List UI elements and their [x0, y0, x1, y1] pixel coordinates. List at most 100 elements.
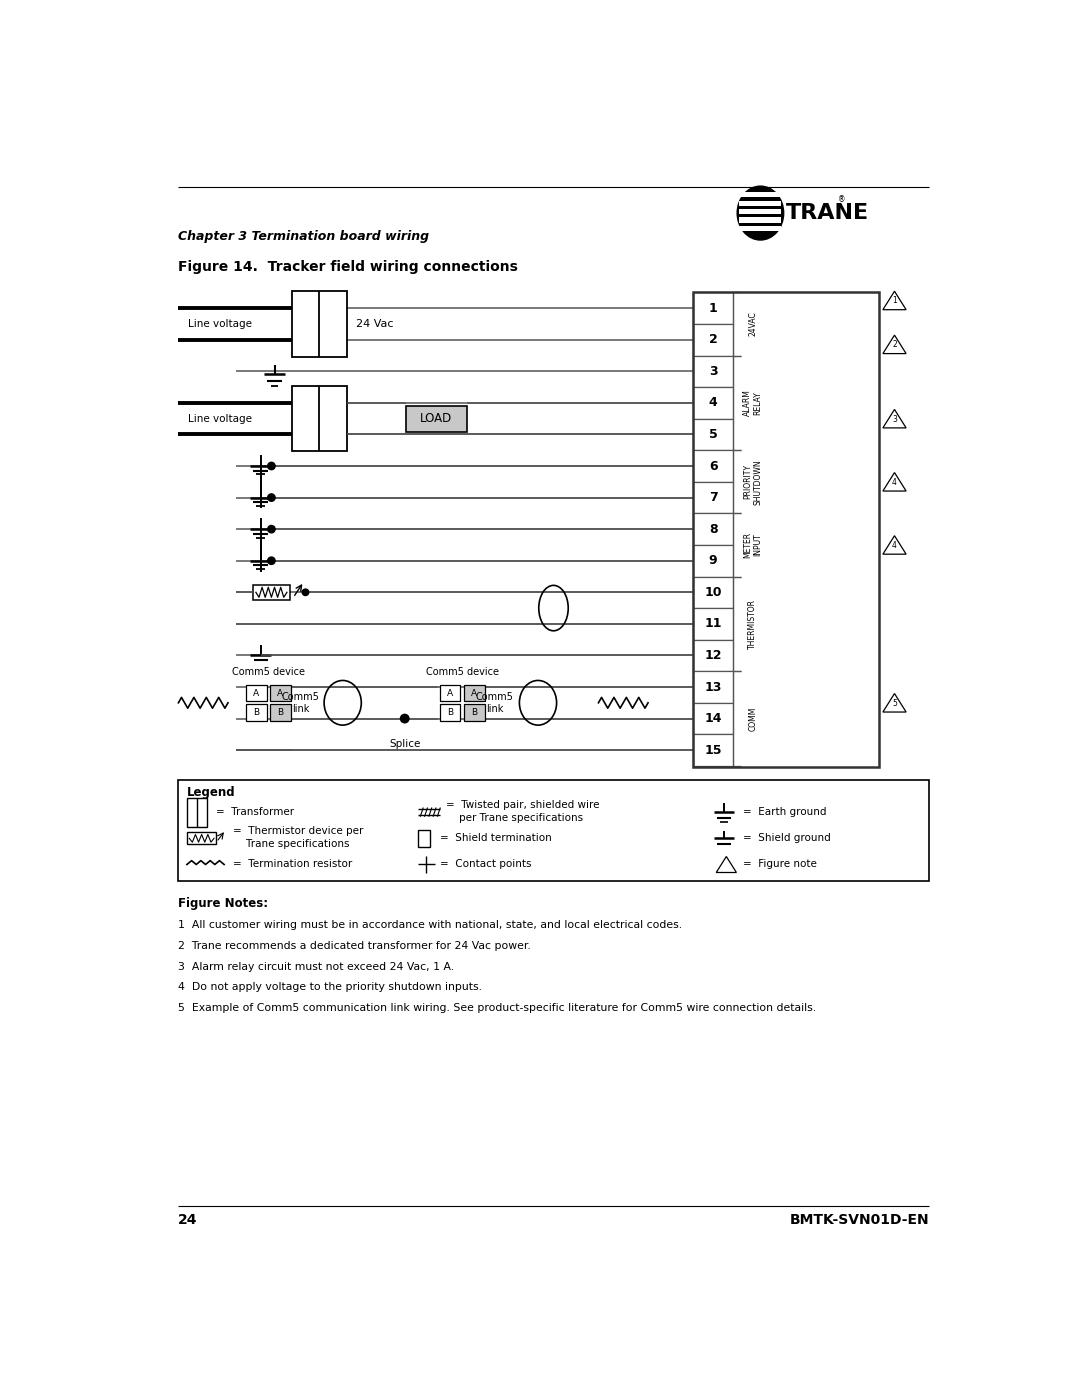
Text: 8: 8 [708, 522, 717, 535]
Bar [693, 545, 733, 577]
Text: 9: 9 [708, 555, 717, 567]
Text: 14: 14 [704, 712, 721, 725]
Polygon shape [882, 409, 906, 427]
Bar [693, 419, 733, 450]
Bar [418, 830, 430, 847]
Bar [246, 704, 267, 721]
Text: 3: 3 [708, 365, 717, 377]
Text: 2  Trane recommends a dedicated transformer for 24 Vac power.: 2 Trane recommends a dedicated transform… [177, 940, 530, 951]
Text: 4: 4 [892, 541, 896, 550]
Text: 3  Alarm relay circuit must not exceed 24 Vac, 1 A.: 3 Alarm relay circuit must not exceed 24… [177, 961, 454, 971]
Text: 5  Example of Comm5 communication link wiring. See product-specific literature f: 5 Example of Comm5 communication link wi… [177, 1003, 815, 1013]
Text: 1  All customer wiring must be in accordance with national, state, and local ele: 1 All customer wiring must be in accorda… [177, 921, 681, 930]
Bar [693, 577, 733, 608]
Polygon shape [882, 335, 906, 353]
Text: 24 Vac: 24 Vac [356, 319, 394, 328]
Bar [693, 292, 879, 767]
Text: LOAD: LOAD [420, 412, 453, 425]
Bar [177, 780, 930, 882]
Text: 2: 2 [892, 341, 896, 349]
Text: =  Transformer: = Transformer [216, 807, 295, 817]
Circle shape [401, 714, 409, 722]
Text: B: B [447, 708, 454, 717]
Text: ALARM
RELAY: ALARM RELAY [743, 390, 762, 416]
Text: Comm5
link: Comm5 link [282, 692, 320, 714]
Text: =  Twisted pair, shielded wire
    per Trane specifications: = Twisted pair, shielded wire per Trane … [446, 799, 599, 823]
Circle shape [268, 462, 275, 469]
Text: B: B [278, 708, 283, 717]
Bar [693, 671, 733, 703]
Text: =  Shield ground: = Shield ground [743, 833, 832, 844]
Bar [463, 704, 485, 721]
Bar [693, 292, 733, 324]
Bar [739, 226, 781, 231]
Circle shape [268, 557, 275, 564]
Polygon shape [882, 472, 906, 490]
Bar [693, 324, 733, 355]
Bar [693, 387, 733, 419]
Text: Comm5 device: Comm5 device [232, 668, 305, 678]
Bar [739, 218, 781, 222]
Text: =  Earth ground: = Earth ground [743, 807, 827, 817]
Bar [270, 704, 291, 721]
Bar [693, 482, 733, 513]
Text: 13: 13 [704, 680, 721, 693]
Text: 12: 12 [704, 650, 721, 662]
Text: METER
INPUT: METER INPUT [743, 532, 762, 557]
Text: Comm5 device: Comm5 device [426, 668, 499, 678]
Polygon shape [882, 291, 906, 310]
Bar [440, 704, 460, 721]
Text: Figure Notes:: Figure Notes: [177, 897, 268, 909]
Text: 5: 5 [708, 427, 717, 441]
Bar [187, 798, 207, 827]
Bar [406, 405, 467, 432]
Bar [693, 355, 733, 387]
Text: 11: 11 [704, 617, 721, 630]
Text: 1: 1 [708, 302, 717, 314]
Text: 4  Do not apply voltage to the priority shutdown inputs.: 4 Do not apply voltage to the priority s… [177, 982, 482, 992]
Bar [693, 735, 733, 766]
Polygon shape [882, 535, 906, 555]
Text: BMTK-SVN01D-EN: BMTK-SVN01D-EN [789, 1213, 930, 1227]
Text: 5: 5 [892, 698, 896, 708]
Bar [693, 640, 733, 671]
Polygon shape [716, 856, 737, 873]
Text: Chapter 3 Termination board wiring: Chapter 3 Termination board wiring [177, 229, 429, 243]
Bar [246, 685, 267, 701]
Bar [739, 201, 781, 205]
Text: Legend: Legend [187, 787, 235, 799]
Ellipse shape [738, 186, 784, 240]
Text: B: B [253, 708, 259, 717]
Text: Figure 14.  Tracker field wiring connections: Figure 14. Tracker field wiring connecti… [177, 260, 517, 274]
Text: ®: ® [838, 196, 846, 204]
Bar [187, 833, 216, 844]
Circle shape [268, 525, 275, 532]
Text: Line voltage: Line voltage [188, 319, 253, 328]
Text: =  Thermistor device per
    Trane specifications: = Thermistor device per Trane specificat… [233, 826, 364, 849]
Text: Line voltage: Line voltage [188, 414, 253, 423]
Text: =  Shield termination: = Shield termination [440, 833, 551, 844]
Text: PRIORITY
SHUTDOWN: PRIORITY SHUTDOWN [743, 460, 762, 504]
Bar [739, 210, 781, 214]
Bar [693, 513, 733, 545]
Text: 2: 2 [708, 334, 717, 346]
Text: B: B [471, 708, 477, 717]
Text: 10: 10 [704, 585, 721, 599]
Bar [292, 291, 348, 356]
Bar [693, 450, 733, 482]
Text: A: A [471, 689, 477, 697]
Text: TRANE: TRANE [786, 203, 869, 224]
Bar [693, 703, 733, 735]
Text: COMM: COMM [748, 707, 757, 731]
Bar [739, 191, 781, 197]
Text: 1: 1 [892, 296, 896, 306]
Text: A: A [253, 689, 259, 697]
Circle shape [302, 590, 309, 595]
Bar [253, 584, 291, 599]
Bar [292, 386, 348, 451]
Text: Comm5
link: Comm5 link [475, 692, 513, 714]
Bar [463, 685, 485, 701]
Text: 24VAC: 24VAC [748, 312, 757, 337]
Text: 4: 4 [708, 397, 717, 409]
Text: 3: 3 [892, 415, 896, 423]
